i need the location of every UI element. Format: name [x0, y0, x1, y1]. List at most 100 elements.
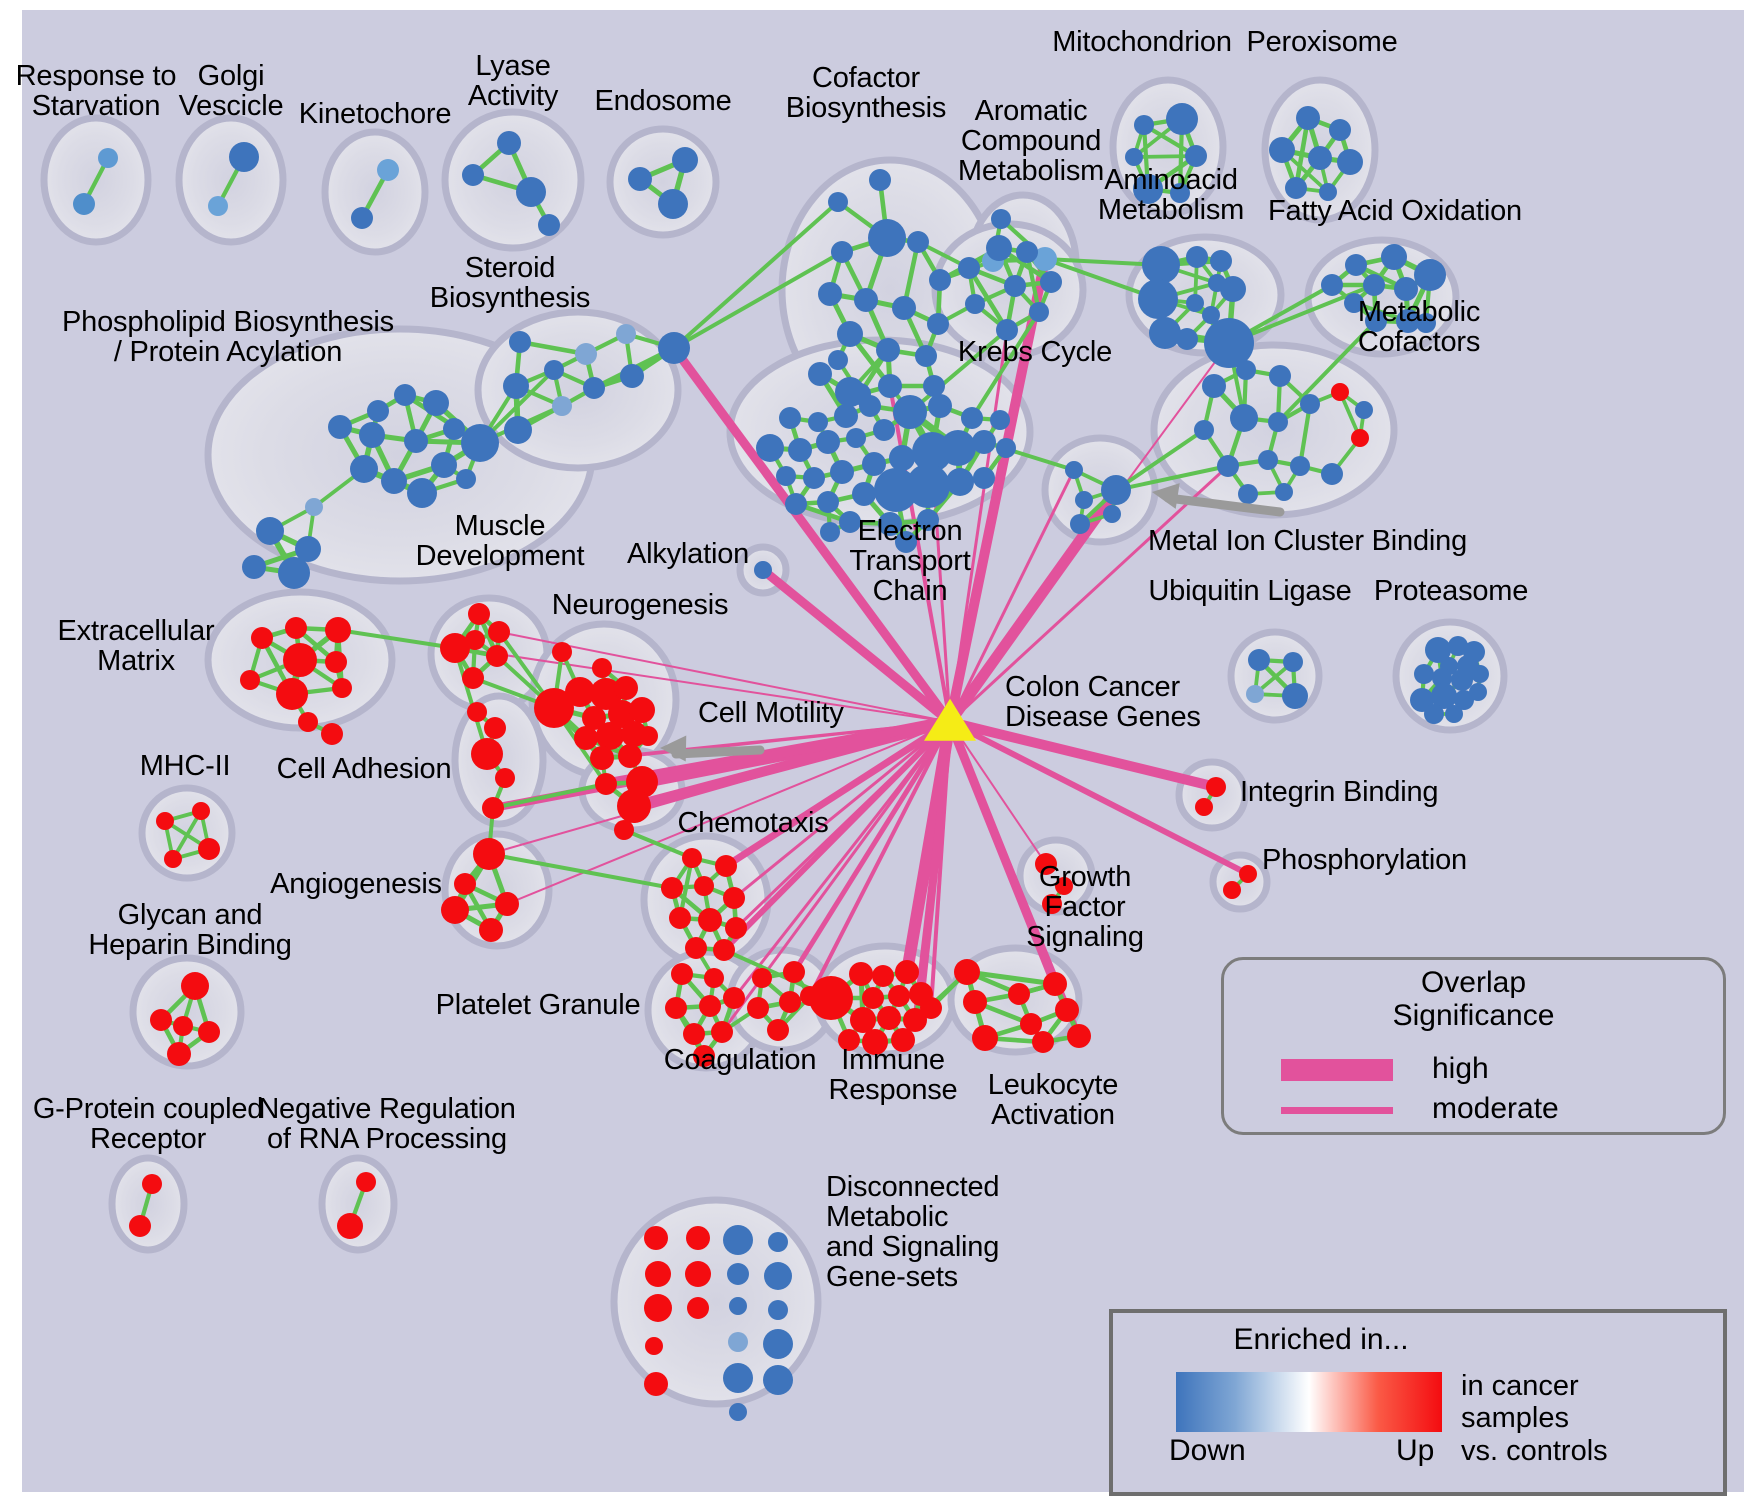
gene-set-node[interactable] — [608, 700, 636, 728]
gene-set-node[interactable] — [98, 148, 118, 168]
gene-set-node[interactable] — [685, 1261, 711, 1287]
gene-set-node[interactable] — [779, 407, 801, 429]
gene-set-node[interactable] — [915, 345, 937, 367]
gene-set-node[interactable] — [381, 468, 407, 494]
gene-set-node[interactable] — [808, 412, 828, 432]
gene-set-node[interactable] — [1469, 683, 1487, 701]
gene-set-node[interactable] — [486, 645, 508, 667]
gene-set-node[interactable] — [1149, 317, 1181, 349]
gene-set-node[interactable] — [256, 517, 284, 545]
gene-set-node[interactable] — [693, 1045, 715, 1067]
gene-set-node[interactable] — [1217, 455, 1239, 477]
gene-set-node[interactable] — [298, 712, 318, 732]
gene-set-node[interactable] — [1070, 514, 1090, 534]
gene-set-node[interactable] — [713, 939, 735, 961]
gene-set-node[interactable] — [1319, 183, 1337, 201]
gene-set-node[interactable] — [658, 332, 690, 364]
gene-set-node[interactable] — [1269, 365, 1291, 387]
gene-set-node[interactable] — [583, 377, 605, 399]
gene-set-node[interactable] — [972, 1025, 998, 1051]
gene-set-node[interactable] — [1331, 383, 1349, 401]
gene-set-node[interactable] — [516, 177, 546, 207]
gene-set-node[interactable] — [467, 702, 487, 722]
gene-set-node[interactable] — [1290, 456, 1310, 476]
gene-set-node[interactable] — [763, 1329, 793, 1359]
gene-set-node[interactable] — [1065, 461, 1083, 479]
gene-set-node[interactable] — [852, 482, 876, 506]
gene-set-node[interactable] — [574, 726, 598, 750]
gene-set-node[interactable] — [920, 997, 942, 1019]
gene-set-node[interactable] — [582, 706, 606, 730]
gene-set-node[interactable] — [617, 789, 651, 823]
colon-cancer-disease-genes-hub[interactable] — [924, 698, 976, 741]
gene-set-node[interactable] — [482, 797, 504, 819]
gene-set-node[interactable] — [723, 1363, 753, 1393]
gene-set-node[interactable] — [251, 627, 273, 649]
gene-set-node[interactable] — [830, 460, 854, 484]
gene-set-node[interactable] — [454, 873, 476, 895]
gene-set-node[interactable] — [462, 667, 484, 689]
gene-set-node[interactable] — [150, 1009, 172, 1031]
gene-set-node[interactable] — [687, 1297, 709, 1319]
gene-set-node[interactable] — [1321, 274, 1343, 296]
gene-set-node[interactable] — [321, 723, 343, 745]
gene-set-node[interactable] — [940, 430, 976, 466]
gene-set-node[interactable] — [888, 985, 910, 1007]
gene-set-node[interactable] — [725, 917, 747, 939]
gene-set-node[interactable] — [644, 1294, 672, 1322]
gene-set-node[interactable] — [1035, 853, 1057, 875]
gene-set-node[interactable] — [859, 395, 881, 417]
gene-set-node[interactable] — [1202, 374, 1226, 398]
gene-set-node[interactable] — [596, 722, 624, 750]
gene-set-node[interactable] — [1029, 302, 1049, 322]
gene-set-node[interactable] — [715, 855, 737, 877]
gene-set-node[interactable] — [552, 396, 572, 416]
gene-set-node[interactable] — [868, 219, 906, 257]
gene-set-node[interactable] — [1351, 429, 1369, 447]
gene-set-node[interactable] — [351, 207, 373, 229]
gene-set-node[interactable] — [723, 987, 745, 1009]
gene-set-node[interactable] — [958, 257, 980, 279]
gene-set-node[interactable] — [878, 374, 902, 398]
gene-set-node[interactable] — [872, 965, 894, 987]
gene-set-node[interactable] — [129, 1215, 151, 1237]
gene-set-node[interactable] — [1220, 276, 1246, 302]
gene-set-node[interactable] — [538, 214, 560, 236]
gene-set-node[interactable] — [1186, 246, 1208, 268]
gene-set-node[interactable] — [929, 269, 951, 291]
gene-set-node[interactable] — [1032, 1031, 1054, 1053]
gene-set-node[interactable] — [1275, 483, 1293, 501]
gene-set-node[interactable] — [891, 1028, 915, 1052]
gene-set-node[interactable] — [996, 438, 1016, 458]
gene-set-node[interactable] — [614, 676, 638, 700]
gene-set-node[interactable] — [305, 498, 323, 516]
gene-set-node[interactable] — [1043, 972, 1067, 996]
gene-set-node[interactable] — [752, 968, 772, 988]
gene-set-node[interactable] — [208, 196, 228, 216]
gene-set-node[interactable] — [394, 384, 416, 406]
gene-set-node[interactable] — [1138, 279, 1178, 319]
gene-set-node[interactable] — [1355, 401, 1373, 419]
gene-set-node[interactable] — [1454, 690, 1474, 710]
gene-set-node[interactable] — [1445, 705, 1463, 723]
gene-set-node[interactable] — [727, 1263, 749, 1285]
gene-set-node[interactable] — [768, 1300, 788, 1320]
gene-set-node[interactable] — [961, 407, 983, 429]
gene-set-node[interactable] — [1008, 983, 1030, 1005]
gene-set-node[interactable] — [629, 697, 655, 723]
gene-set-node[interactable] — [803, 467, 825, 489]
gene-set-node[interactable] — [616, 324, 636, 344]
gene-set-node[interactable] — [431, 452, 457, 478]
gene-set-node[interactable] — [167, 1042, 191, 1066]
gene-set-node[interactable] — [1285, 177, 1307, 199]
gene-set-node[interactable] — [917, 509, 939, 531]
gene-set-node[interactable] — [1471, 665, 1489, 683]
gene-set-node[interactable] — [142, 1174, 162, 1194]
gene-set-node[interactable] — [441, 896, 469, 924]
gene-set-node[interactable] — [332, 678, 352, 698]
gene-set-node[interactable] — [276, 678, 308, 710]
gene-set-node[interactable] — [862, 1029, 888, 1055]
gene-set-node[interactable] — [1268, 412, 1288, 432]
gene-set-node[interactable] — [575, 343, 597, 365]
gene-set-node[interactable] — [1308, 146, 1332, 170]
